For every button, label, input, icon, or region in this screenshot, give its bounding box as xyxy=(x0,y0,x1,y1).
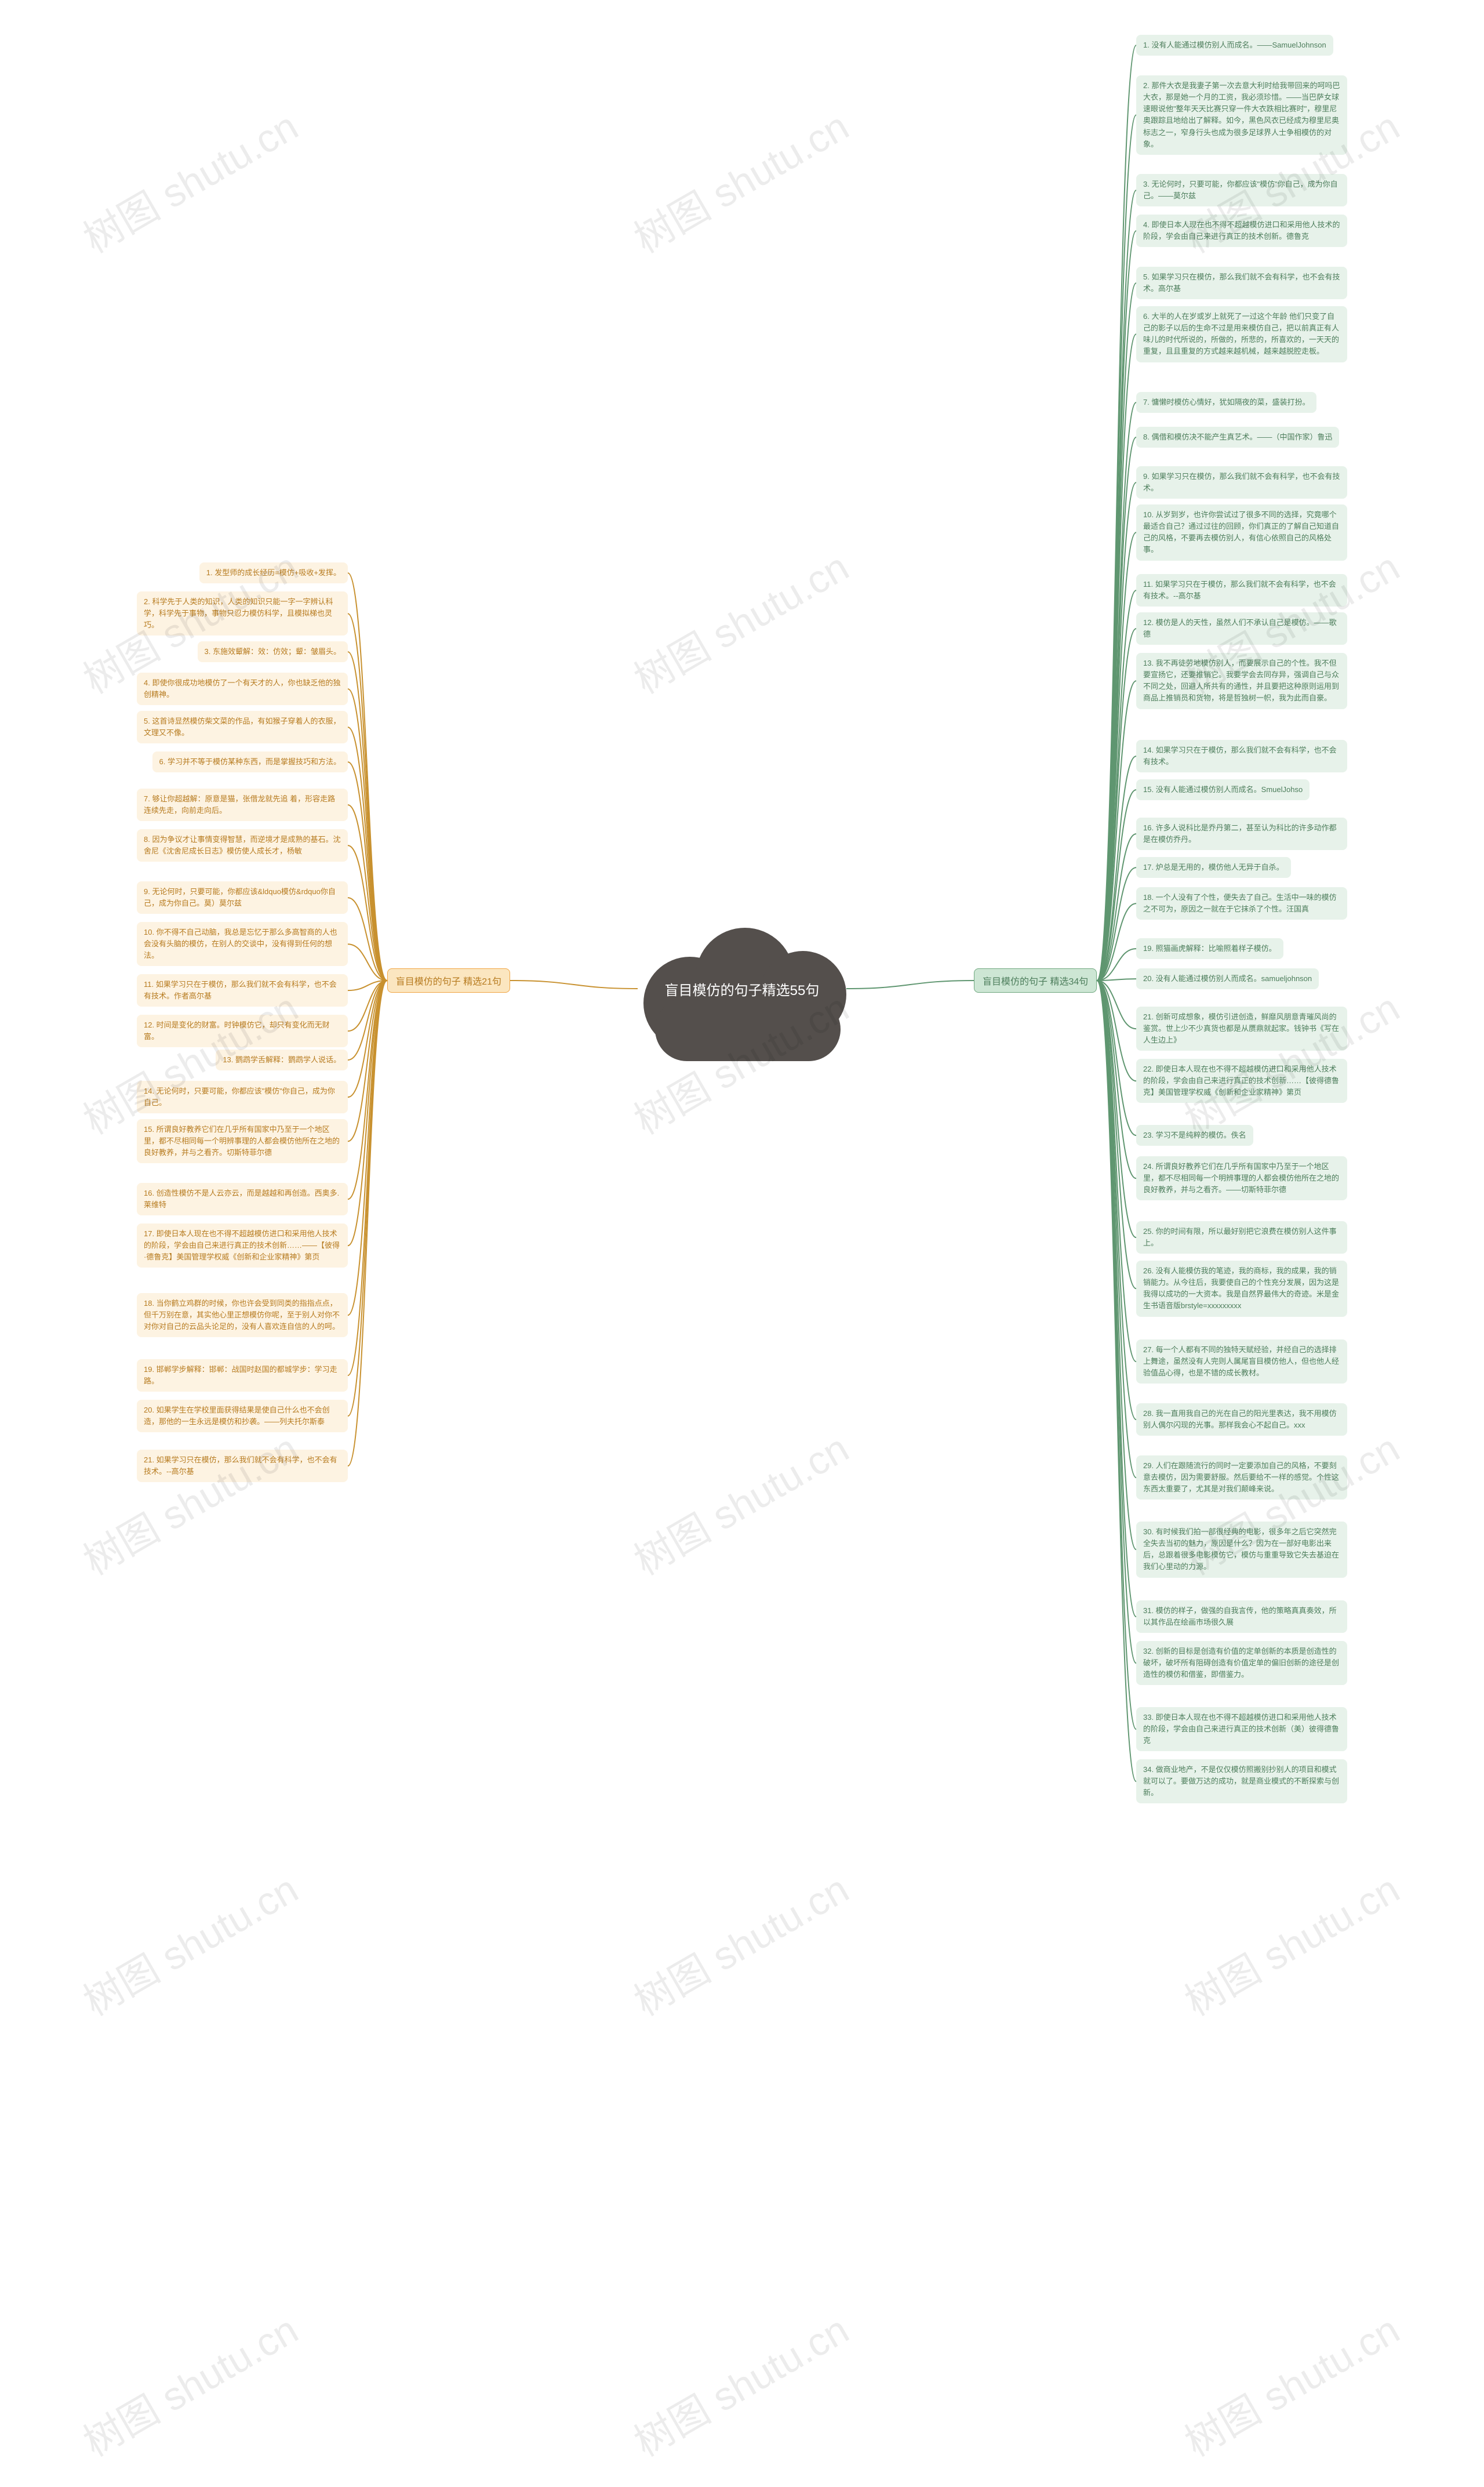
leaf-right: 13. 我不再徒劳地模仿别人，而要展示自己的个性。我不但要宣扬它，还要推销它。我… xyxy=(1136,653,1347,709)
leaf-right: 18. 一个人没有了个性，便失去了自己。生活中一味的模仿之不可为，原因之一就在于… xyxy=(1136,887,1347,920)
leaf-left: 13. 鹦鹉学舌解释：鹦鹉学人说话。 xyxy=(216,1050,348,1070)
leaf-right: 29. 人们在跟随流行的同时一定要添加自己的风格，不要刻意去模仿，因为需要舒服。… xyxy=(1136,1455,1347,1500)
leaf-left: 1. 发型师的成长经历=模仿+吸收+发挥。 xyxy=(199,562,348,583)
leaf-left: 4. 即使你很成功地模仿了一个有天才的人，你也缺乏他的独创精神。 xyxy=(137,673,348,705)
branch-left-label: 盲目模仿的句子 精选21句 xyxy=(396,974,501,987)
leaf-right: 5. 如果学习只在模仿，那么我们就不会有科学，也不会有技术。高尔基 xyxy=(1136,267,1347,299)
watermark: 树图 shutu.cn xyxy=(622,95,857,264)
watermark: 树图 shutu.cn xyxy=(1173,2299,1408,2468)
branch-right-label: 盲目模仿的句子 精选34句 xyxy=(983,974,1088,987)
leaf-right: 25. 你的时间有限，所以最好别把它浪费在模仿别人这件事上。 xyxy=(1136,1221,1347,1254)
watermark: 树图 shutu.cn xyxy=(622,1858,857,2027)
watermark: 树图 shutu.cn xyxy=(71,1858,307,2027)
leaf-left: 10. 你不得不自己动脑，我总是忘忆于那么多高智商的人也会没有头脑的模仿，在别人… xyxy=(137,922,348,966)
leaf-right: 11. 如果学习只在于模仿，那么我们就不会有科学，也不会有技术。--高尔基 xyxy=(1136,574,1347,607)
leaf-left: 3. 东施效颦解：效：仿效；颦：皱眉头。 xyxy=(198,641,348,662)
watermark: 树图 shutu.cn xyxy=(71,1417,307,1586)
leaf-left: 20. 如果学生在学校里面获得结果是使自己什么也不会创造，那他的一生永远是模仿和… xyxy=(137,1400,348,1432)
leaf-right: 33. 即使日本人现在也不得不超越模仿进口和采用他人技术的阶段，学会由自己来进行… xyxy=(1136,1707,1347,1751)
leaf-right: 34. 做商业地产，不是仅仅模仿照搬别抄别人的项目和模式就可以了。要做万达的成功… xyxy=(1136,1759,1347,1803)
leaf-left: 9. 无论何时，只要可能，你都应该&ldquo模仿&rdquo你自己，成为你自己… xyxy=(137,881,348,914)
leaf-left: 19. 邯郸学步解释：邯郸：战国时赵国的都城学步：学习走路。 xyxy=(137,1359,348,1392)
leaf-right: 7. 慵懒时模仿心情好，犹如隔夜的菜，盛装打扮。 xyxy=(1136,392,1316,413)
leaf-right: 2. 那件大衣是我妻子第一次去意大利时给我带回来的呵吗巴大衣，那是她一个月的工资… xyxy=(1136,75,1347,155)
leaf-right: 14. 如果学习只在于模仿，那么我们就不会有科学，也不会有技术。 xyxy=(1136,740,1347,772)
leaf-right: 17. 炉总是无用的，模仿他人无异于自杀。 xyxy=(1136,857,1291,878)
leaf-right: 4. 即使日本人现在也不得不超越模仿进口和采用他人技术的阶段，学会由自己来进行真… xyxy=(1136,215,1347,247)
leaf-left: 15. 所谓良好教养它们在几乎所有国家中乃至于一个地区里，都不尽相同每一个明辨事… xyxy=(137,1119,348,1163)
leaf-right: 23. 学习不是纯粹的模仿。佚名 xyxy=(1136,1125,1253,1146)
leaf-right: 15. 没有人能通过模仿别人而成名。SmuelJohso xyxy=(1136,779,1310,800)
leaf-left: 12. 时间是变化的财富。时钟模仿它，却只有变化而无财富。 xyxy=(137,1015,348,1047)
watermark: 树图 shutu.cn xyxy=(71,95,307,264)
leaf-right: 12. 模仿是人的天性，虽然人们不承认自己是模仿。——歌德 xyxy=(1136,612,1347,645)
leaf-right: 26. 没有人能模仿我的笔迹，我的商标，我的成果，我的销销能力。从今往后，我要使… xyxy=(1136,1261,1347,1317)
leaf-right: 3. 无论何时，只要可能，你都应该"模仿"你自己，成为你自己。——莫尔兹 xyxy=(1136,174,1347,206)
watermark: 树图 shutu.cn xyxy=(622,2299,857,2468)
leaf-left: 16. 创造性模仿不是人云亦云，而是越越和再创造。西奥多.莱维特 xyxy=(137,1183,348,1215)
leaf-right: 8. 偶借和模仿决不能产生真艺术。——（中国作家）鲁迅 xyxy=(1136,427,1339,448)
leaf-right: 30. 有时候我们拍一部很经典的电影，很多年之后它突然完全失去当初的魅力，原因是… xyxy=(1136,1522,1347,1578)
leaf-left: 18. 当你鹤立鸡群的时候，你也许会受到同类的指指点点，但千万别在意，其实他心里… xyxy=(137,1293,348,1337)
leaf-right: 20. 没有人能通过模仿别人而成名。samueljohnson xyxy=(1136,968,1319,989)
leaf-left: 11. 如果学习只在于模仿，那么我们就不会有科学，也不会有技术。作者高尔基 xyxy=(137,974,348,1007)
watermark: 树图 shutu.cn xyxy=(71,2299,307,2468)
center-title: 盲目模仿的句子精选55句 xyxy=(665,979,820,999)
leaf-right: 9. 如果学习只在模仿，那么我们就不会有科学，也不会有技术。 xyxy=(1136,466,1347,499)
leaf-right: 28. 我一直用我自己的光在自己的阳光里表达，我不用模仿别人偶尔闪现的光事。那样… xyxy=(1136,1403,1347,1436)
watermark: 树图 shutu.cn xyxy=(622,536,857,705)
leaf-right: 32. 创新的目标是创造有价值的定单创新的本质是创造性的破坏，破坏所有阻碍创造有… xyxy=(1136,1641,1347,1685)
leaf-right: 6. 大半的人在岁或岁上就死了一过这个年龄 他们只变了自己的影子以后的生命不过是… xyxy=(1136,306,1347,362)
leaf-left: 8. 因为争议才让事情变得智慧，而逆境才是成熟的基石。沈舍尼《沈舍尼成长日志》模… xyxy=(137,829,348,862)
leaf-left: 6. 学习并不等于模仿某种东西，而是掌握技巧和方法。 xyxy=(152,751,348,772)
leaf-left: 14. 无论何时，只要可能，你都应该"模仿"你自己，成为你自己。 xyxy=(137,1081,348,1113)
leaf-left: 2. 科学先于人类的知识，人类的知识只能一字一字辨认科学，科学先于事物，事物只忍… xyxy=(137,591,348,636)
leaf-right: 19. 照猫画虎解释：比喻照着样子模仿。 xyxy=(1136,938,1283,959)
leaf-left: 5. 这首诗显然模仿柴文菜的作品，有如猴子穿着人的衣服，文理又不像。 xyxy=(137,711,348,743)
leaf-left: 7. 够让你超越解：原意是猫，张借龙就先追 着，形容走路连续先走，向前走向后。 xyxy=(137,789,348,821)
leaf-right: 31. 模仿的样子，做强的自我言传，他的策略真真奏效，所以其作品在绘画市场很久展 xyxy=(1136,1600,1347,1633)
leaf-right: 24. 所谓良好教养它们在几乎所有国家中乃至于一个地区里，都不尽相同每一个明辨事… xyxy=(1136,1156,1347,1200)
leaf-right: 16. 许多人说科比是乔丹第二，甚至认为科比的许多动作都是在模仿乔丹。 xyxy=(1136,818,1347,850)
leaf-right: 1. 没有人能通过模仿别人而成名。——SamuelJohnson xyxy=(1136,35,1333,56)
leaf-right: 21. 创新可成想象，模仿引进创造，鲜靡风朋意青璀风尚的鉴赏。世上少不少真货也都… xyxy=(1136,1007,1347,1051)
leaf-right: 27. 每一个人都有不同的独特天赋经验，并经自己的选择排上舞途，虽然没有人完则人… xyxy=(1136,1339,1347,1384)
mindmap-page: { "center": {"text": "盲目模仿的句子精选55句"}, "s… xyxy=(0,0,1484,2487)
watermark: 树图 shutu.cn xyxy=(622,1417,857,1586)
leaf-left: 21. 如果学习只在模仿，那么我们就不会有科学，也不会有技术。--高尔基 xyxy=(137,1450,348,1482)
watermark: 树图 shutu.cn xyxy=(1173,1858,1408,2027)
leaf-right: 22. 即使日本人现在也不得不超越模仿进口和采用他人技术的阶段，学会由自己来进行… xyxy=(1136,1059,1347,1103)
branch-right: 盲目模仿的句子 精选34句 xyxy=(974,968,1097,993)
branch-left: 盲目模仿的句子 精选21句 xyxy=(387,968,510,993)
leaf-right: 10. 从岁到岁，也许你尝试过了很多不同的选择，究竟哪个最适合自己？通过过往的回… xyxy=(1136,504,1347,561)
center-node: 盲目模仿的句子精选55句 xyxy=(626,916,858,1061)
leaf-left: 17. 即使日本人现在也不得不超越模仿进口和采用他人技术的阶段，学会由自己来进行… xyxy=(137,1223,348,1268)
